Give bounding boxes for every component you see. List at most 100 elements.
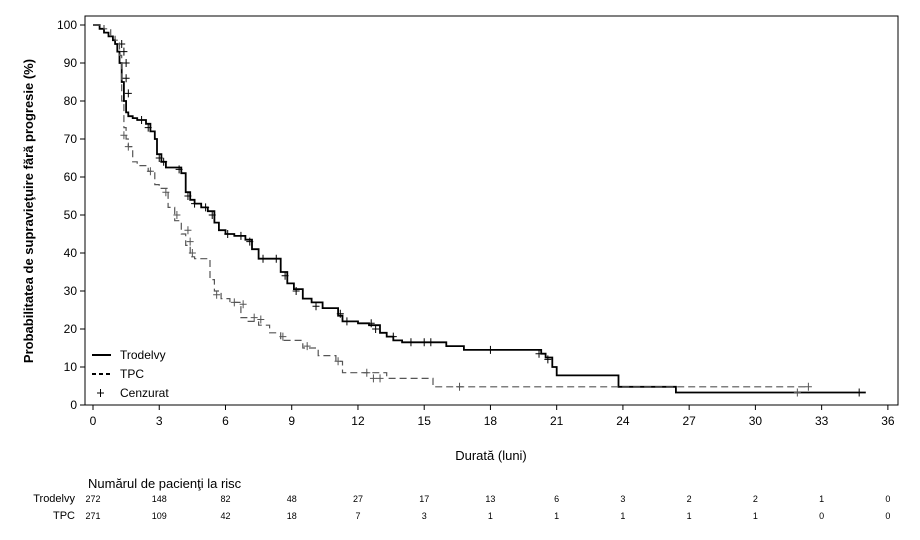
risk-count-tpc: 7 [355,511,360,521]
risk-count-tpc: 1 [753,511,758,521]
censor-mark-trodelvy [259,254,267,263]
censor-mark-tpc [376,374,384,383]
risk-count-trodelvy: 13 [485,494,495,504]
censor-mark-trodelvy [292,287,300,295]
risk-count-trodelvy: 6 [554,494,559,504]
censor-mark-tpc [186,237,194,246]
censor-mark-trodelvy [281,271,289,280]
legend: Trodelvy TPC Cenzurat [92,348,169,400]
censor-mark-trodelvy [272,254,280,263]
censor-mark-tpc [188,249,196,257]
censor-mark-trodelvy [224,230,232,238]
x-tick-label: 30 [749,414,763,428]
x-tick-label: 3 [156,414,163,428]
y-tick-label: 60 [64,170,78,184]
y-tick-label: 0 [70,398,77,412]
censor-mark-tpc [173,211,181,219]
y-tick-label: 40 [64,246,78,260]
risk-count-tpc: 18 [287,511,297,521]
censor-mark-tpc [146,167,154,176]
risk-row-label-trodelvy: Trodelvy [33,493,75,505]
risk-count-trodelvy: 0 [885,494,890,504]
x-tick-label: 15 [418,414,432,428]
legend-label-tpc: TPC [120,367,144,381]
risk-count-trodelvy: 17 [419,494,429,504]
censor-mark-trodelvy [138,116,146,124]
censor-mark-trodelvy [312,302,320,311]
risk-count-tpc: 1 [620,511,625,521]
censor-mark-trodelvy [208,211,216,219]
risk-count-trodelvy: 148 [152,494,167,504]
censor-mark-trodelvy [427,338,435,347]
legend-label-trodelvy: Trodelvy [120,348,166,362]
series-layer [93,24,866,397]
censor-mark-tpc [363,368,371,377]
censor-mark-tpc [162,188,170,197]
censor-mark-trodelvy [120,47,128,56]
x-tick-label: 0 [90,414,97,428]
risk-count-tpc: 1 [554,511,559,521]
x-tick-label: 12 [351,414,365,428]
x-tick-label: 24 [616,414,630,428]
censor-mark-trodelvy [372,325,380,333]
censor-mark-trodelvy [175,165,183,174]
censor-mark-trodelvy [184,192,192,200]
censor-mark-trodelvy [155,154,163,162]
risk-count-tpc: 109 [152,511,167,521]
legend-swatch-censored [97,389,104,397]
censor-mark-tpc [120,131,128,140]
risk-count-tpc: 42 [220,511,230,521]
risk-count-tpc: 271 [85,511,100,521]
censor-mark-trodelvy [486,345,494,354]
x-tick-label: 18 [484,414,498,428]
x-axis-title: Durată (luni) [455,448,527,463]
risk-count-trodelvy: 272 [85,494,100,504]
risk-count-tpc: 0 [885,511,890,521]
censor-mark-trodelvy [160,157,168,166]
x-tick-label: 21 [550,414,564,428]
x-tick-label: 6 [222,414,229,428]
censor-mark-trodelvy [535,349,543,358]
censor-mark-tpc [793,388,801,397]
plot-border [84,15,899,406]
y-tick-label: 50 [64,208,78,222]
risk-count-tpc: 1 [687,511,692,521]
censor-mark-tpc [230,298,238,307]
censor-mark-trodelvy [122,74,130,83]
censor-mark-tpc [303,342,311,351]
censor-mark-trodelvy [336,309,344,318]
risk-count-tpc: 3 [422,511,427,521]
censor-mark-tpc [184,226,192,235]
censor-mark-trodelvy [246,237,254,246]
risk-count-trodelvy: 82 [220,494,230,504]
risk-count-trodelvy: 2 [687,494,692,504]
censor-mark-trodelvy [122,59,130,67]
legend-label-censored: Cenzurat [120,386,169,400]
x-axis: 0 3 6 9 12 15 18 21 24 27 30 33 36 [90,405,895,428]
x-tick-label: 9 [288,414,295,428]
censor-mark-tpc [257,315,265,324]
censor-mark-trodelvy [191,199,199,208]
censor-mark-trodelvy [202,203,210,212]
y-axis: 0 10 20 30 40 50 60 70 80 90 100 [57,18,85,412]
x-tick-label: 27 [682,414,696,428]
risk-table-title: Numărul de pacienţi la risc [88,476,242,491]
series-line-trodelvy [93,24,866,394]
plot-frame [84,15,899,406]
censor-mark-tpc [239,300,247,309]
censor-mark-tpc [250,313,258,322]
y-tick-label: 10 [64,360,78,374]
x-tick-label: 36 [881,414,895,428]
y-tick-label: 70 [64,132,78,146]
censor-mark-legend [97,389,104,397]
risk-count-tpc: 1 [488,511,493,521]
censor-mark-tpc [804,382,812,391]
censor-mark-trodelvy [420,338,428,347]
y-tick-label: 20 [64,322,78,336]
risk-row-label-tpc: TPC [53,510,75,522]
censor-mark-tpc [213,290,221,299]
x-tick-label: 33 [815,414,829,428]
y-tick-label: 100 [57,18,77,32]
